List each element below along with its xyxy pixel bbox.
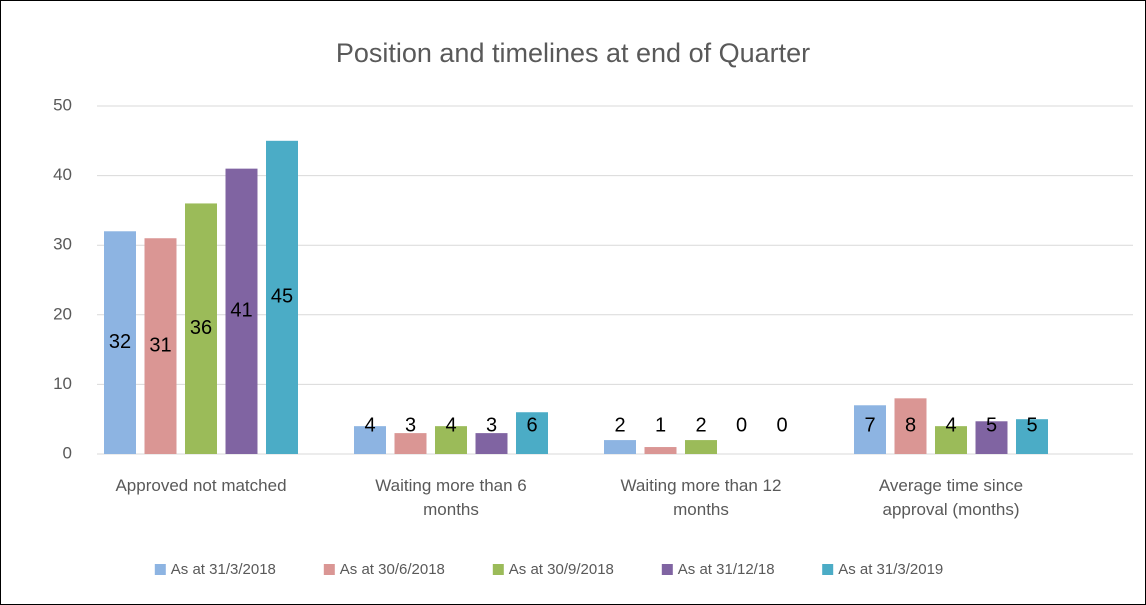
bar [266,140,298,455]
legend-label: As at 31/3/2018 [171,561,276,578]
y-tick-label: 40 [53,165,72,184]
bar [144,238,177,454]
legend-label: As at 30/6/2018 [340,561,445,578]
data-label: 3 [486,414,497,436]
data-label: 4 [364,414,375,436]
y-tick-label: 10 [53,374,72,393]
bar [604,440,636,454]
data-label: 4 [445,414,456,436]
data-label: 45 [271,286,293,308]
bar [516,412,548,454]
bar [1016,419,1048,454]
legend-swatch [154,564,166,575]
data-label: 8 [905,414,916,436]
data-label: 2 [614,414,625,436]
data-label: 41 [230,300,252,322]
data-label: 1 [655,414,666,436]
data-label: 32 [109,331,131,353]
data-label: 31 [149,334,171,356]
bar [685,440,717,454]
bar [104,231,136,454]
x-tick-label: Average time since approval (months) [879,476,1023,519]
chart-title: Position and timelines at end of Quarter [336,38,810,68]
legend-label: As at 31/3/2019 [838,561,943,578]
bar [475,433,508,454]
bar [935,426,967,454]
legend-swatch [822,564,834,575]
legend-label: As at 31/12/18 [678,561,775,578]
bar [225,168,258,454]
bar [354,426,386,454]
bar [894,398,927,454]
bar [394,433,427,454]
data-label: 0 [736,414,747,436]
x-tick-label: Waiting more than 12 months [621,476,782,519]
y-tick-label: 0 [63,443,72,462]
data-label: 0 [776,414,787,436]
data-label: 7 [864,414,875,436]
y-tick-label: 20 [53,304,72,323]
y-tick-label: 30 [53,235,72,254]
legend-swatch [492,564,504,575]
data-label: 5 [1026,414,1037,436]
legend-swatch [661,564,673,575]
data-label: 2 [695,414,706,436]
x-tick-label: Waiting more than 6 months [375,476,527,519]
data-label: 3 [405,414,416,436]
bar [644,447,677,454]
bar [854,405,886,454]
data-label: 5 [986,414,997,436]
legend-label: As at 30/9/2018 [509,561,614,578]
data-label: 36 [190,317,212,339]
x-tick-label: Approved not matched [115,476,286,495]
legend-swatch [323,564,335,575]
data-label: 4 [945,414,956,436]
bar [185,203,217,454]
bar [435,426,467,454]
bar [975,421,1008,454]
y-tick-label: 50 [53,95,72,114]
data-label: 6 [526,414,537,436]
